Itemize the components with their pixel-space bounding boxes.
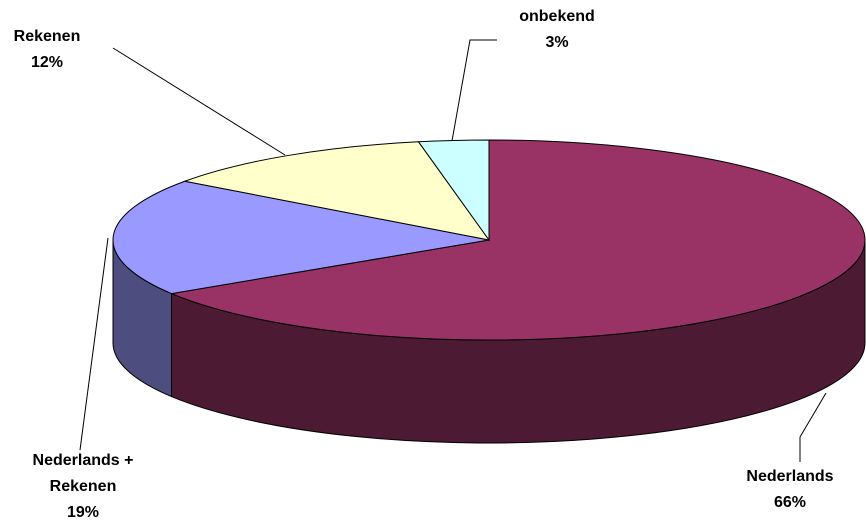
label-value: 3%: [545, 34, 569, 51]
pie-slice: [182, 141, 491, 241]
pie-slice: [112, 180, 490, 295]
label-name: Rekenen: [13, 28, 81, 45]
leader-line: [79, 237, 109, 451]
leader-line: [799, 392, 827, 462]
leader-line: [451, 39, 497, 142]
label-name: Nederlands + Rekenen: [32, 452, 134, 495]
pie-slice: [169, 139, 866, 341]
leader-lines: [79, 39, 827, 462]
label-value: 66%: [773, 494, 807, 511]
pie-tops: [112, 139, 866, 341]
pie-slice: [417, 139, 490, 242]
leader-line: [112, 47, 286, 156]
data-label: Nederlands + Rekenen 19%: [8, 448, 158, 526]
data-label: Rekenen 12%: [0, 24, 107, 76]
data-label: onbekend 3%: [497, 4, 617, 56]
label-name: Nederlands: [746, 468, 834, 485]
label-name: onbekend: [519, 8, 595, 25]
label-value: 12%: [30, 54, 64, 71]
data-label: Nederlands 66%: [720, 464, 860, 516]
label-value: 19%: [66, 504, 100, 521]
